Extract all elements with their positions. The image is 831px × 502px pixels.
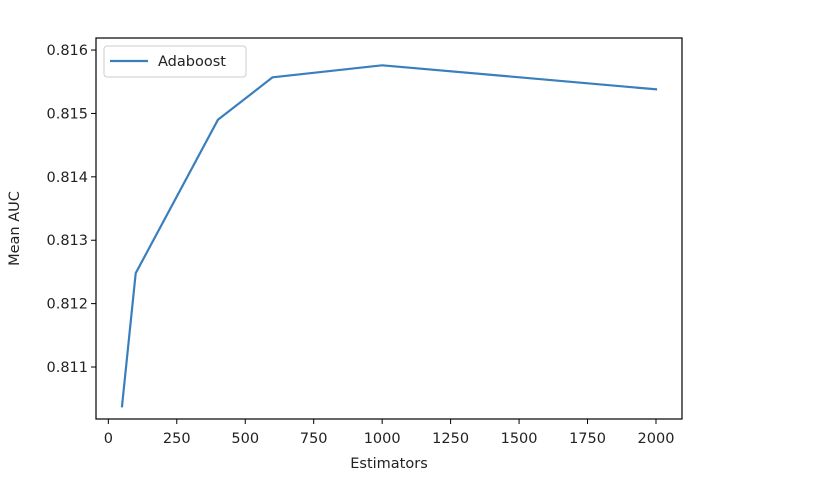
x-tick-label: 1750 bbox=[569, 431, 606, 447]
series-layer bbox=[120, 64, 658, 408]
y-tick-label: 0.813 bbox=[46, 233, 88, 249]
y-axis-label: Mean AUC bbox=[7, 191, 23, 266]
x-tick-label: 750 bbox=[300, 431, 328, 447]
x-tick-label: 1000 bbox=[364, 431, 401, 447]
x-tick-label: 2000 bbox=[638, 431, 675, 447]
series-line bbox=[120, 64, 658, 408]
y-tick-label: 0.812 bbox=[46, 297, 88, 313]
x-axis: 0 250 500 750 1000 1250 1500 1750 2000 bbox=[104, 419, 675, 447]
y-axis: 0.811 0.812 0.813 0.814 0.815 0.816 bbox=[46, 43, 96, 376]
legend-box bbox=[103, 45, 247, 78]
legend: Adaboost bbox=[103, 45, 247, 78]
x-tick-label: 1250 bbox=[432, 431, 469, 447]
x-tick-label: 250 bbox=[163, 431, 191, 447]
axes-frame bbox=[95, 37, 683, 420]
x-tick-label: 0 bbox=[104, 431, 113, 447]
x-tick-label: 500 bbox=[231, 431, 259, 447]
y-tick-label: 0.814 bbox=[46, 170, 88, 186]
x-axis-label: Estimators bbox=[350, 456, 428, 472]
y-tick-label: 0.815 bbox=[46, 106, 88, 122]
x-tick-label: 1500 bbox=[501, 431, 538, 447]
y-tick-label: 0.811 bbox=[46, 360, 88, 376]
y-tick-label: 0.816 bbox=[46, 43, 88, 59]
legend-label: Adaboost bbox=[158, 54, 226, 70]
